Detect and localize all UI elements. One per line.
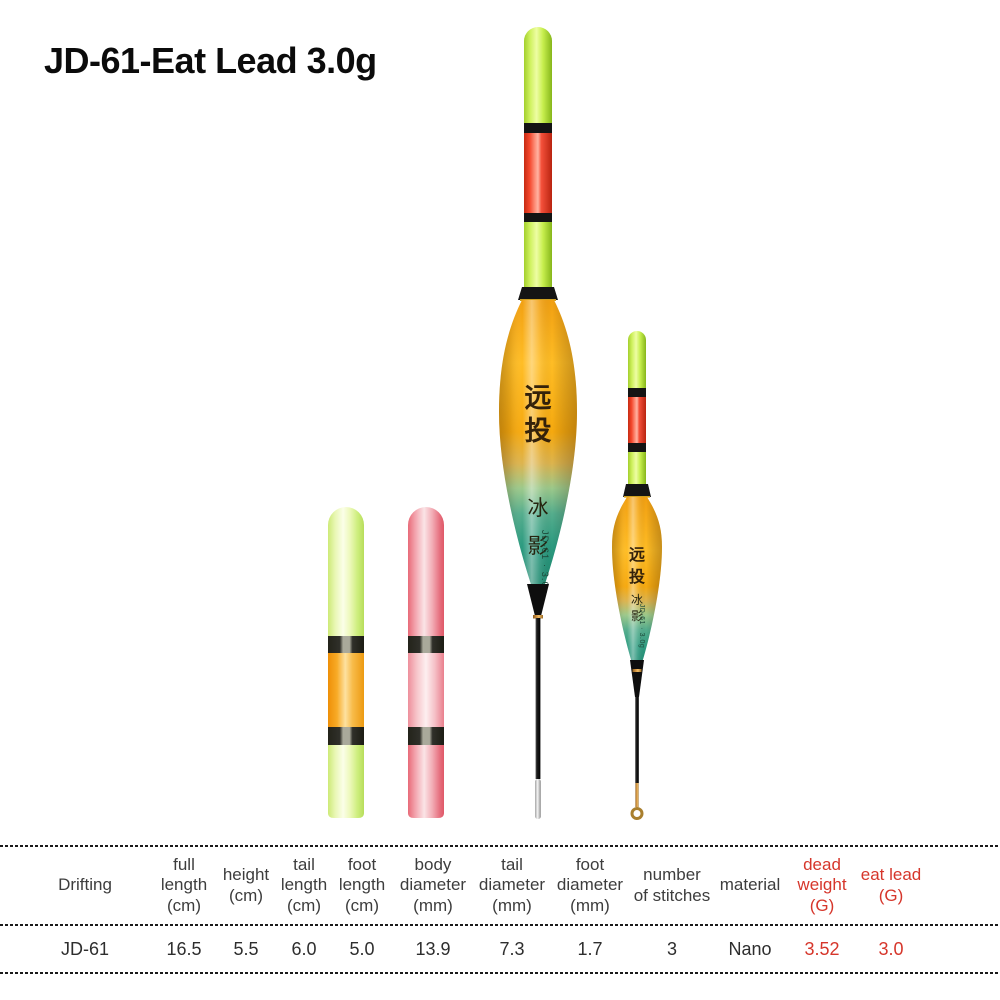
- float-large-body-shading: [499, 300, 577, 614]
- col-header-tail-length: tail length (cm): [280, 855, 328, 915]
- float-large-model-label: JD-61 · 3.0g: [539, 530, 550, 594]
- col-header-body-diameter: body diameter (mm): [399, 855, 467, 915]
- float-small-stem: [635, 697, 639, 783]
- float-small-eyelet: [630, 807, 644, 820]
- float-small-script-char-top: 冰: [631, 593, 643, 607]
- float-small-antenna: [628, 331, 646, 500]
- col-header-material: material: [719, 875, 781, 895]
- glow-tube-yellow-band-top: [328, 636, 364, 653]
- float-small-model-label: JD-61 · 3.0g: [638, 604, 645, 649]
- float-large-gold-ring: [533, 615, 543, 619]
- float-small-script-char-bottom: 影: [631, 609, 643, 623]
- float-small-neck-goldline: [624, 496, 650, 498]
- cell-tail-length: 6.0: [291, 938, 317, 959]
- cell-foot-diameter: 1.7: [577, 938, 603, 959]
- float-large-foot-cone: [527, 584, 549, 618]
- page-title: JD-61-Eat Lead 3.0g: [44, 40, 377, 81]
- col-header-stitches: number of stitches: [633, 865, 711, 905]
- float-small-brand-char-top: 远: [629, 546, 645, 564]
- float-small-body-shading: [612, 497, 662, 676]
- float-small-neck-band: [623, 484, 651, 497]
- cell-drifting: JD-61: [60, 938, 109, 959]
- float-small: 远 投 冰 影 JD-61 · 3.0g: [612, 331, 662, 820]
- cell-full-length: 16.5: [166, 938, 202, 959]
- cell-foot-length: 5.0: [349, 938, 375, 959]
- float-small-copper-tip: [635, 783, 639, 807]
- glow-tube-yellow-mid-segment: [328, 653, 364, 727]
- cell-material: Nano: [728, 938, 772, 959]
- table-top-divider: [0, 845, 1000, 847]
- float-small-brand-char-bottom: 投: [629, 567, 645, 586]
- col-header-drifting: Drifting: [58, 875, 112, 895]
- cell-eat-lead: 3.0: [878, 938, 904, 959]
- col-header-foot-length: foot length (cm): [338, 855, 386, 915]
- float-large: 远 投 冰 影 JD-61 · 3.0g: [499, 27, 577, 819]
- glow-tube-pink-mid-segment: [408, 653, 444, 727]
- col-header-tail-diameter: tail diameter (mm): [478, 855, 546, 915]
- float-small-gold-ring: [632, 669, 642, 672]
- float-large-brand-char-top: 远: [525, 383, 552, 413]
- glow-tube-yellow-band-bottom: [328, 727, 364, 745]
- table-header-row: Drifting full length (cm) height (cm) ta…: [0, 847, 1000, 924]
- spec-table: Drifting full length (cm) height (cm) ta…: [0, 845, 1000, 974]
- col-header-foot-diameter: foot diameter (mm): [556, 855, 624, 915]
- cell-dead-weight: 3.52: [804, 938, 840, 959]
- float-large-script-char-top: 冰: [528, 497, 549, 520]
- glow-tube-yellow: [328, 507, 364, 818]
- cell-height: 5.5: [233, 938, 259, 959]
- table-bottom-divider: [0, 972, 1000, 974]
- table-mid-divider: [0, 924, 1000, 926]
- float-large-stem-tip: [535, 779, 541, 819]
- glow-tube-pink-band-bottom: [408, 727, 444, 745]
- col-header-eat-lead: eat lead (G): [860, 865, 922, 905]
- glow-tube-pink-band-top: [408, 636, 444, 653]
- float-large-script-char-bottom: 影: [528, 535, 549, 558]
- cell-stitches: 3: [666, 938, 677, 959]
- col-header-dead-weight: dead weight (G): [797, 855, 847, 915]
- cell-tail-diameter: 7.3: [499, 938, 525, 959]
- float-large-brand-char-bottom: 投: [525, 416, 552, 446]
- product-illustration: 远 投 冰 影 JD-61 · 3.0g 远 投 冰 影 JD-61 · 3.0…: [328, 27, 662, 820]
- col-header-height: height (cm): [222, 865, 270, 905]
- cell-body-diameter: 13.9: [415, 938, 451, 959]
- float-small-foot-cone: [630, 660, 644, 697]
- float-large-antenna: [524, 27, 552, 302]
- col-header-full-length: full length (cm): [160, 855, 208, 915]
- float-large-stem: [535, 618, 541, 779]
- glow-tube-pink: [408, 507, 444, 818]
- table-data-row: JD-61 16.5 5.5 6.0 5.0 13.9 7.3 1.7 3 Na…: [0, 926, 1000, 972]
- float-large-neck-band: [518, 287, 558, 300]
